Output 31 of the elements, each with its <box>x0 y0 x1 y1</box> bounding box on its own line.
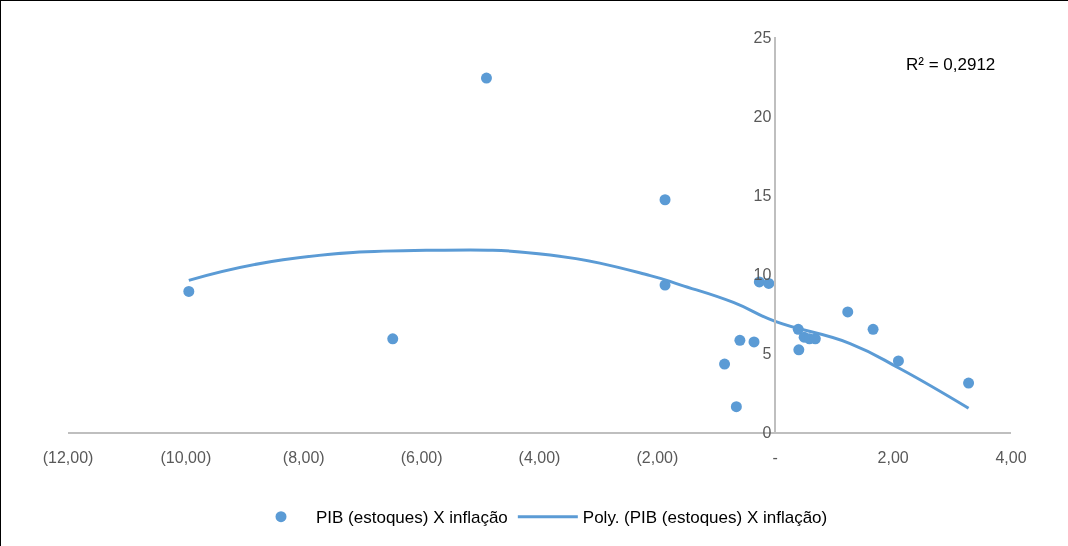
point <box>963 377 975 389</box>
point <box>748 336 760 348</box>
point <box>730 401 742 413</box>
x-tick-label: (4,00) <box>518 448 561 466</box>
point <box>659 194 671 206</box>
point <box>734 334 746 346</box>
y-tick-label: 25 <box>753 28 772 46</box>
x-tick-label: 2,00 <box>877 448 909 466</box>
annotation: R² = 0,2912 <box>906 55 996 74</box>
y-tick-label: 15 <box>753 186 772 204</box>
x-tick-label: (10,00) <box>160 448 212 466</box>
x-tick-label: 4,00 <box>995 448 1027 466</box>
x-tick-label: - <box>772 448 778 466</box>
line-series <box>187 248 971 410</box>
y-tick-label: 5 <box>762 344 772 362</box>
x-tick-label: (6,00) <box>400 448 443 466</box>
y-tick-label: 20 <box>753 107 772 125</box>
x-tick-label: (2,00) <box>636 448 679 466</box>
point <box>387 333 399 345</box>
point <box>480 72 492 84</box>
point <box>793 344 805 356</box>
x-tick-label: (8,00) <box>282 448 325 466</box>
point <box>719 358 731 370</box>
y-tick-label: 0 <box>762 423 772 441</box>
point <box>842 306 854 318</box>
point <box>867 323 879 335</box>
x-tick-label: (12,00) <box>42 448 94 466</box>
point <box>183 285 195 297</box>
point <box>892 355 904 367</box>
legend-label: PIB (estoques) X inflação <box>316 508 508 528</box>
legend-label: Poly. (PIB (estoques) X inflação) <box>582 508 828 528</box>
